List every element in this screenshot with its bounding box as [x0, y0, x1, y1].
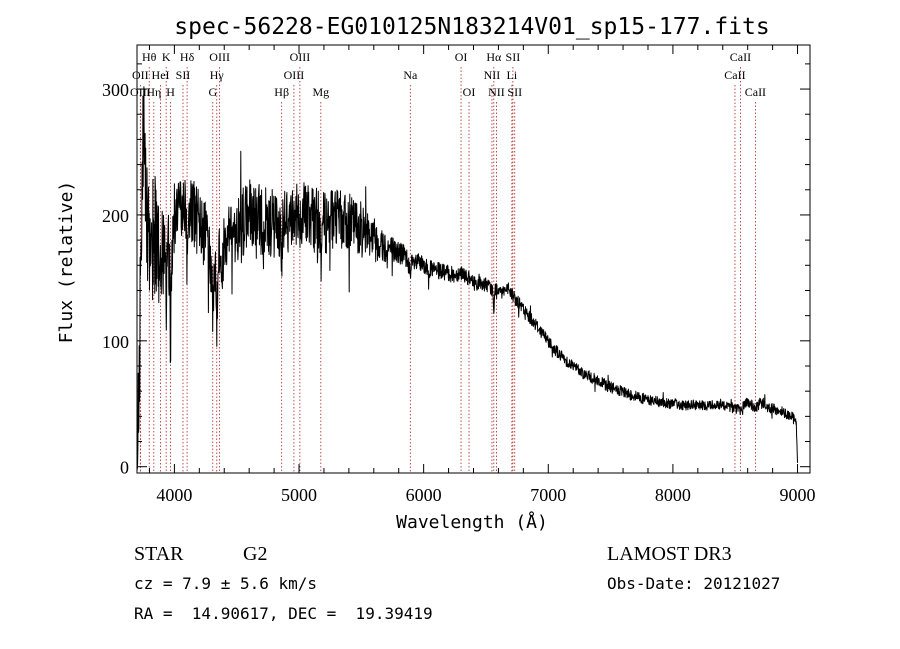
- redshift-readout: cz = 7.9 ± 5.6 km/s: [134, 574, 317, 593]
- line-marker-label: NII: [484, 68, 501, 82]
- x-axis-ticks: 4000 5000 6000 7000 8000 9000: [148, 45, 816, 505]
- line-marker-label: Na: [403, 68, 418, 82]
- line-marker-label: Hδ: [180, 50, 195, 64]
- line-marker-label: NII: [488, 85, 505, 99]
- object-class: STAR: [134, 543, 184, 565]
- line-marker-label: Hθ: [142, 50, 157, 64]
- line-marker-label: OIII: [290, 50, 311, 64]
- x-tick-label: 6000: [406, 485, 442, 505]
- y-axis-ticks: 0 100 200 300: [102, 63, 810, 478]
- spectrum-series-line: [136, 86, 798, 470]
- line-marker-label: Hη: [146, 85, 161, 99]
- x-axis-label: Wavelength (Å): [396, 511, 548, 533]
- line-marker-label: Hα: [486, 50, 502, 64]
- line-marker-label: Hγ: [210, 68, 225, 82]
- line-marker-label: K: [162, 50, 171, 64]
- line-marker-label: CaII: [745, 85, 766, 99]
- line-marker-label: SII: [506, 50, 521, 64]
- line-marker-label: OI: [463, 85, 476, 99]
- line-marker-label: HeI: [152, 68, 170, 82]
- line-marker-label: OII: [132, 68, 149, 82]
- x-tick-label: 4000: [156, 485, 192, 505]
- line-marker-label: SII: [176, 68, 191, 82]
- line-marker-label: OIII: [284, 68, 305, 82]
- y-tick-label: 100: [102, 332, 129, 352]
- line-marker-label: Li: [507, 68, 518, 82]
- line-markers: [139, 67, 756, 473]
- y-tick-label: 0: [120, 458, 129, 478]
- x-tick-label: 7000: [530, 485, 566, 505]
- line-marker-label: H: [166, 85, 175, 99]
- line-marker-label: CaII: [730, 50, 751, 64]
- line-marker-label: OI: [455, 50, 468, 64]
- line-marker-label: CaII: [724, 68, 745, 82]
- line-marker-label: OIII: [130, 85, 151, 99]
- chart-title: spec-56228-EG010125N183214V01_sp15-177.f…: [174, 14, 769, 40]
- x-tick-label: 5000: [281, 485, 317, 505]
- x-tick-label: 8000: [655, 485, 691, 505]
- line-marker-label: Hβ: [274, 85, 289, 99]
- spectrum-info-footer: STAR G2 LAMOST DR3 cz = 7.9 ± 5.6 km/s O…: [134, 543, 780, 623]
- line-marker-label: Mg: [312, 85, 329, 99]
- y-axis-label: Flux (relative): [56, 181, 77, 344]
- y-tick-label: 200: [102, 206, 129, 226]
- y-tick-label: 300: [102, 80, 129, 100]
- x-tick-label: 9000: [780, 485, 816, 505]
- coordinates-readout: RA = 14.90617, DEC = 19.39419: [134, 604, 433, 623]
- line-marker-label: OIII: [209, 50, 230, 64]
- line-marker-label: SII: [507, 85, 522, 99]
- observation-date: Obs-Date: 20121027: [607, 574, 780, 593]
- survey-name: LAMOST DR3: [607, 543, 732, 565]
- object-subclass: G2: [243, 543, 267, 565]
- line-marker-label: G: [208, 85, 217, 99]
